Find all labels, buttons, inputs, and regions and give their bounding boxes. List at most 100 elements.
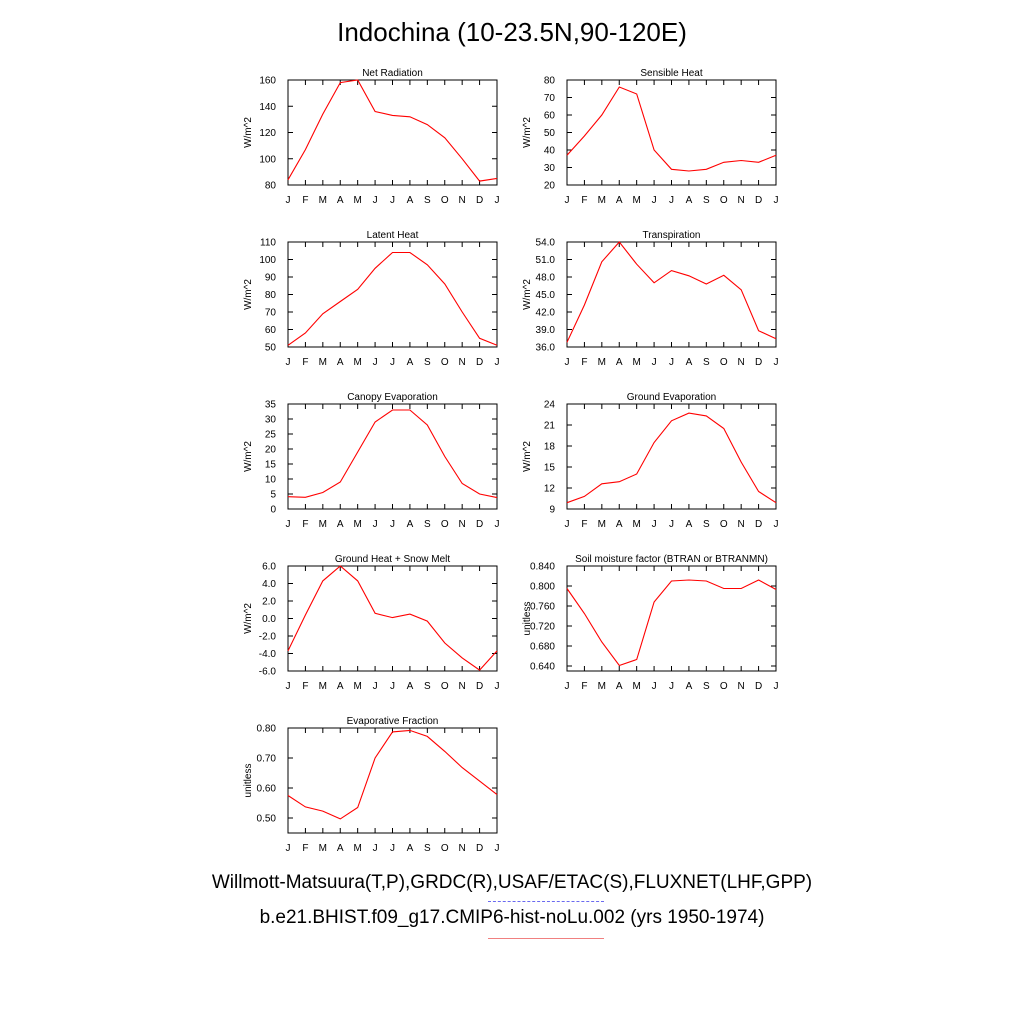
figure-title: Indochina (10-23.5N,90-120E) — [337, 17, 687, 47]
y-tick-label: 0.760 — [530, 602, 555, 613]
y-axis-label: W/m^2 — [522, 117, 533, 148]
x-tick-label: J — [390, 681, 395, 692]
x-tick-label: F — [581, 519, 587, 530]
panel-title: Net Radiation — [362, 68, 423, 79]
panel-title: Ground Evaporation — [627, 392, 717, 403]
plot-frame — [287, 79, 498, 186]
x-tick-label: J — [495, 681, 500, 692]
y-tick-label: 0.0 — [262, 614, 276, 625]
legend-observations-swatch — [488, 901, 604, 902]
y-tick-label: 5 — [270, 490, 276, 501]
x-tick-label: O — [441, 681, 449, 692]
x-tick-label: F — [581, 195, 587, 206]
x-tick-label: A — [407, 519, 414, 530]
x-tick-label: J — [373, 519, 378, 530]
x-tick-label: J — [669, 195, 674, 206]
x-tick-label: F — [302, 843, 308, 854]
y-tick-label: 0.80 — [257, 724, 277, 735]
x-tick-label: A — [686, 519, 693, 530]
y-tick-label: 10 — [265, 475, 277, 486]
y-tick-label: 48.0 — [536, 273, 556, 284]
x-tick-label: F — [581, 681, 587, 692]
y-tick-label: 20 — [265, 445, 277, 456]
x-tick-label: F — [302, 519, 308, 530]
x-tick-label: A — [407, 681, 414, 692]
y-tick-label: 18 — [544, 442, 556, 453]
x-tick-label: S — [424, 681, 431, 692]
plot-frame — [287, 727, 498, 834]
series-line — [287, 251, 498, 346]
x-tick-label: A — [337, 681, 344, 692]
y-tick-label: 70 — [544, 93, 556, 104]
legend-observations: Willmott-Matsuura(T,P),GRDC(R),USAF/ETAC… — [211, 872, 813, 893]
y-tick-label: 80 — [544, 76, 556, 87]
y-tick-label: 6.0 — [262, 562, 276, 573]
x-tick-label: A — [686, 195, 693, 206]
x-tick-label: N — [459, 681, 466, 692]
panel-title: Soil moisture factor (BTRAN or BTRANMN) — [575, 554, 768, 565]
chart-panel: Soil moisture factor (BTRAN or BTRANMN) u… — [522, 554, 779, 692]
x-tick-label: J — [669, 681, 674, 692]
x-tick-label: S — [424, 843, 431, 854]
x-tick-label: S — [424, 519, 431, 530]
x-tick-label: J — [390, 195, 395, 206]
x-tick-label: J — [390, 357, 395, 368]
x-tick-label: J — [286, 519, 291, 530]
x-tick-label: M — [353, 357, 361, 368]
y-tick-label: 30 — [544, 163, 556, 174]
x-tick-label: M — [353, 195, 361, 206]
y-tick-label: 160 — [259, 76, 276, 87]
y-tick-label: 24 — [544, 400, 556, 411]
y-axis-label: unitless — [243, 764, 254, 798]
y-tick-label: 50 — [544, 128, 556, 139]
series-line — [287, 729, 498, 820]
y-tick-label: -2.0 — [259, 632, 277, 643]
x-tick-label: N — [738, 681, 745, 692]
series-line — [287, 565, 498, 671]
x-tick-label: F — [302, 357, 308, 368]
x-tick-label: J — [286, 195, 291, 206]
x-tick-label: N — [738, 195, 745, 206]
x-tick-label: F — [302, 195, 308, 206]
x-tick-label: J — [652, 357, 657, 368]
x-tick-label: O — [720, 357, 728, 368]
x-tick-label: J — [390, 843, 395, 854]
x-tick-label: M — [598, 195, 606, 206]
y-tick-label: 110 — [260, 238, 276, 249]
x-tick-label: J — [373, 843, 378, 854]
x-tick-label: O — [720, 195, 728, 206]
y-tick-label: 0.50 — [257, 814, 277, 825]
x-tick-label: M — [598, 357, 606, 368]
y-tick-label: 54.0 — [536, 238, 556, 249]
x-tick-label: A — [407, 195, 414, 206]
y-axis-label: W/m^2 — [243, 441, 254, 472]
y-axis-label: W/m^2 — [522, 441, 533, 472]
series-line — [287, 79, 498, 182]
x-tick-label: N — [459, 843, 466, 854]
y-tick-label: 20 — [544, 181, 556, 192]
y-tick-label: 30 — [265, 415, 277, 426]
y-tick-label: 100 — [259, 255, 276, 266]
y-tick-label: 120 — [259, 128, 276, 139]
y-tick-label: 12 — [544, 484, 556, 495]
y-axis-label: W/m^2 — [243, 279, 254, 310]
y-tick-label: 140 — [259, 102, 276, 113]
x-tick-label: N — [459, 357, 466, 368]
x-tick-label: J — [495, 195, 500, 206]
x-tick-label: J — [565, 681, 570, 692]
x-tick-label: A — [337, 843, 344, 854]
y-tick-label: 15 — [544, 463, 556, 474]
y-tick-label: 0.840 — [530, 562, 555, 573]
x-tick-label: J — [495, 357, 500, 368]
x-tick-label: J — [652, 519, 657, 530]
panel-title: Ground Heat + Snow Melt — [335, 554, 451, 565]
x-tick-label: M — [632, 681, 640, 692]
x-tick-label: M — [353, 681, 361, 692]
y-tick-label: -4.0 — [259, 649, 277, 660]
x-tick-label: O — [441, 843, 449, 854]
x-tick-label: D — [755, 681, 762, 692]
x-tick-label: O — [441, 195, 449, 206]
x-tick-label: J — [669, 357, 674, 368]
